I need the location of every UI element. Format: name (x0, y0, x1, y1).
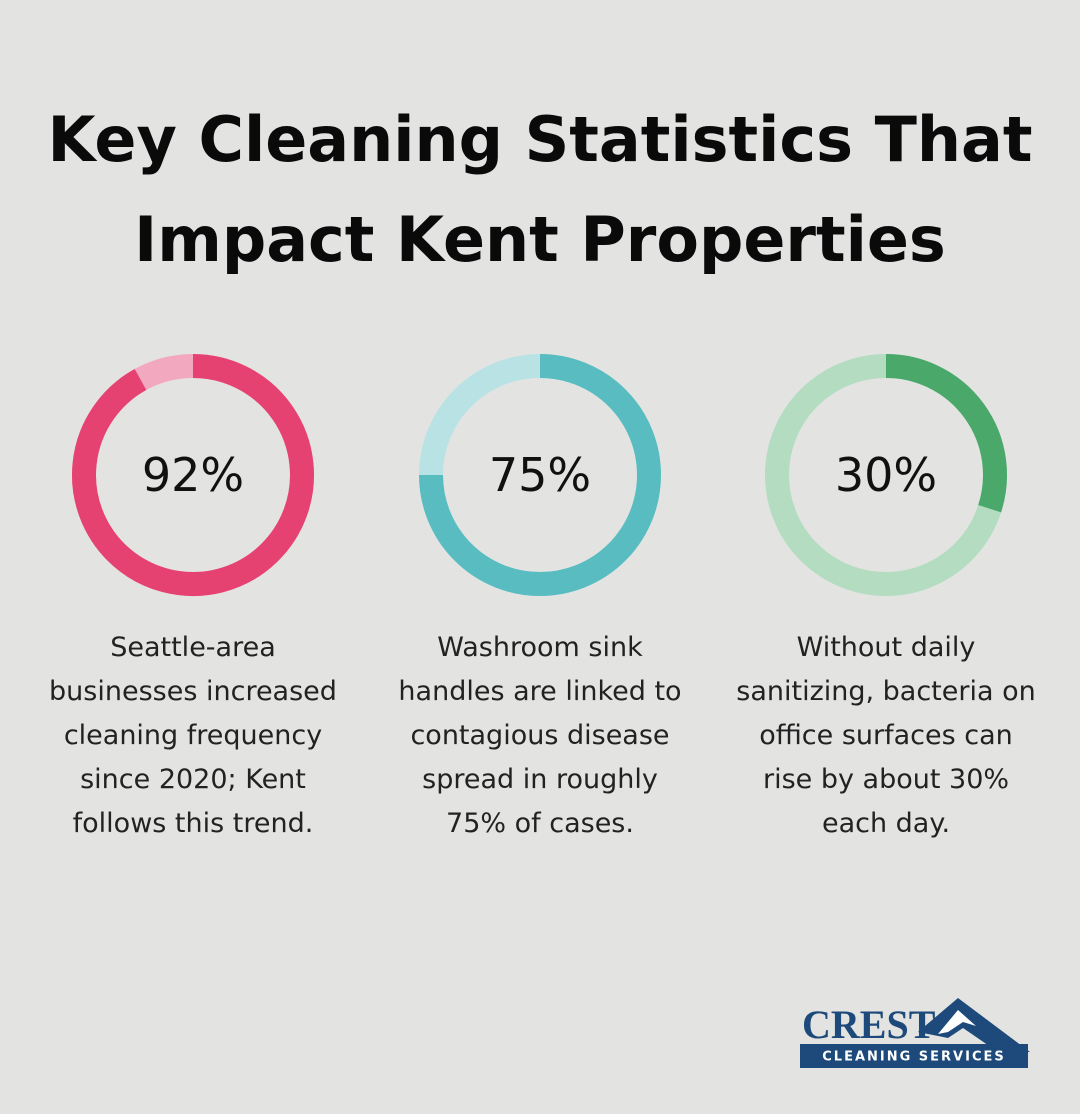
caption: Seattle-area businesses increased cleani… (49, 632, 337, 839)
charts: 92% 75% 30% (72, 354, 1007, 596)
logo-band (800, 1044, 1028, 1068)
value-label: 30% (835, 448, 937, 502)
logo: CREST CLEANING SERVICES (800, 998, 1030, 1068)
logo-tagline: CLEANING SERVICES (822, 1050, 1006, 1065)
caption: Without daily sanitizing, bacteria on of… (736, 632, 1036, 839)
caption: Washroom sink handles are linked to cont… (398, 632, 682, 839)
value-label: 75% (489, 448, 591, 502)
donut-arc (419, 354, 661, 596)
value-label: 92% (142, 448, 244, 502)
logo-snow (938, 1010, 976, 1034)
title: Key Cleaning Statistics That Impact Kent… (47, 103, 1033, 276)
donut-arc (885, 354, 1007, 513)
logo-name: CREST (802, 1002, 936, 1047)
donut-arc (72, 354, 314, 596)
